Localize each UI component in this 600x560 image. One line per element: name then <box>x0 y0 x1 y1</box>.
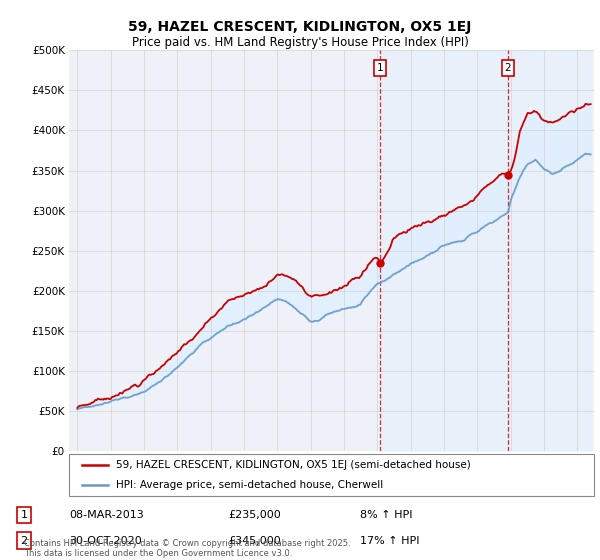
Text: 1: 1 <box>377 63 383 73</box>
Text: Contains HM Land Registry data © Crown copyright and database right 2025.
This d: Contains HM Land Registry data © Crown c… <box>24 539 350 558</box>
Text: £235,000: £235,000 <box>228 510 281 520</box>
Text: 2: 2 <box>20 536 28 546</box>
FancyBboxPatch shape <box>69 454 594 496</box>
Text: 30-OCT-2020: 30-OCT-2020 <box>69 536 142 546</box>
Text: HPI: Average price, semi-detached house, Cherwell: HPI: Average price, semi-detached house,… <box>116 480 383 490</box>
Text: 59, HAZEL CRESCENT, KIDLINGTON, OX5 1EJ (semi-detached house): 59, HAZEL CRESCENT, KIDLINGTON, OX5 1EJ … <box>116 460 471 470</box>
Text: 59, HAZEL CRESCENT, KIDLINGTON, OX5 1EJ: 59, HAZEL CRESCENT, KIDLINGTON, OX5 1EJ <box>128 20 472 34</box>
Text: £345,000: £345,000 <box>228 536 281 546</box>
Text: 2: 2 <box>505 63 511 73</box>
Text: 8% ↑ HPI: 8% ↑ HPI <box>360 510 413 520</box>
Text: 17% ↑ HPI: 17% ↑ HPI <box>360 536 419 546</box>
Text: 08-MAR-2013: 08-MAR-2013 <box>69 510 144 520</box>
Text: 1: 1 <box>20 510 28 520</box>
Text: Price paid vs. HM Land Registry's House Price Index (HPI): Price paid vs. HM Land Registry's House … <box>131 36 469 49</box>
